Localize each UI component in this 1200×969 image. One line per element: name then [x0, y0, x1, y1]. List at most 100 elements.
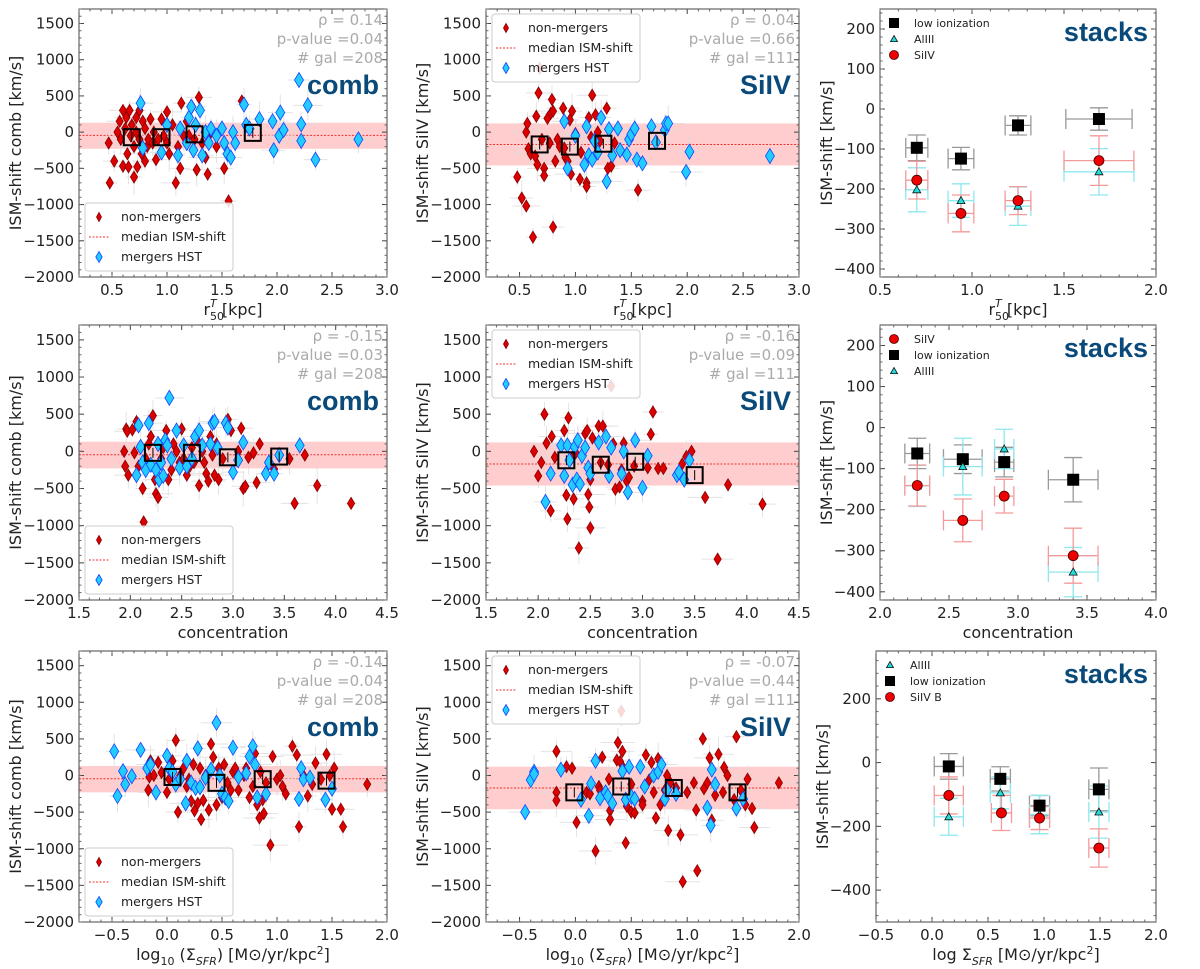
non-merger-point: [598, 750, 607, 764]
merger-point: [241, 765, 252, 782]
stack-box: [648, 131, 667, 150]
legend-non-merger-marker: [503, 664, 509, 676]
merger-point: [278, 121, 289, 139]
legend-entry: non-mergers: [121, 854, 201, 869]
legend-box: [491, 655, 641, 725]
x-tick-label: 0.5: [210, 926, 234, 944]
non-merger-point: [173, 805, 183, 819]
legend-non-merger-marker: [96, 856, 102, 868]
non-merger-point: [162, 785, 172, 800]
merger-point: [593, 434, 604, 451]
y-tick-label: 500: [452, 405, 481, 423]
merger-point: [629, 790, 640, 808]
x-ticks: −0.5 0.0 0.5 1.0 1.5 2.0: [485, 651, 811, 944]
x-tick-label: −0.5: [94, 926, 130, 944]
y-tick-label: 0: [471, 123, 481, 141]
non-merger-point: [651, 811, 660, 825]
non-merger-point: [151, 152, 161, 167]
merger-point: [586, 775, 597, 792]
axes-frame: [879, 8, 1157, 278]
plot-area: [486, 695, 799, 891]
non-merger-point: [618, 744, 627, 759]
x-axis-label: r50T [kpc]: [988, 297, 1047, 323]
legend-merger-marker: [502, 377, 510, 391]
x-ticks: 0.5 1.0 1.5 2.0 2.5 3.0: [78, 9, 399, 299]
stack-box: [207, 773, 226, 792]
stack-box: [591, 455, 610, 474]
x-tick-label: −0.5: [501, 926, 537, 944]
merger-point: [579, 156, 590, 174]
y-tick-label: 1500: [443, 14, 481, 32]
non-merger-point: [197, 812, 206, 827]
non-merger-point: [588, 431, 597, 445]
x-ticks: 0.5 1.0 1.5 2.0: [868, 9, 1168, 299]
y-tick-label: 1000: [36, 51, 74, 69]
non-merger-point: [630, 806, 639, 820]
x-tick-label: 0.0: [563, 926, 587, 944]
merger-point: [158, 467, 169, 485]
legend-low-ionization-marker: [889, 350, 899, 360]
legend-box: [84, 525, 234, 595]
merger-point: [624, 758, 635, 776]
merger-points: [540, 428, 695, 511]
legend: non-mergers median ISM-shift mergers HST: [491, 655, 641, 725]
merger-point: [731, 800, 742, 817]
stat-text: ρ = -0.07: [725, 653, 795, 671]
x-tick-label: 2.5: [731, 281, 755, 299]
panel-tag: SiIV: [740, 70, 791, 100]
merger-point: [143, 414, 154, 432]
stack-box: [685, 466, 704, 485]
non-merger-point: [244, 450, 253, 465]
x-tick-label: 0.0: [920, 926, 944, 944]
legend-merger-marker: [95, 573, 103, 587]
merger-points: [520, 752, 749, 834]
panel-p4: 1.5 2.0 2.5 3.0 3.5 4.0 4.5 −2000 −1500 −1000 −500…: [6, 324, 399, 642]
non-merger-point: [758, 497, 767, 511]
x-label-sub: 10: [160, 955, 174, 968]
low-ionization-point: [1092, 783, 1105, 796]
non-merger-point: [144, 783, 153, 797]
silv-point: [1067, 550, 1079, 562]
y-tick-label: 0: [471, 442, 481, 460]
x-label-sfr: SFR: [972, 955, 993, 968]
merger-point: [254, 110, 265, 128]
merger-point: [186, 98, 197, 116]
x-label-main: r: [203, 300, 210, 319]
merger-point: [529, 765, 540, 783]
x-label-main: r: [613, 300, 620, 319]
stack-box: [270, 447, 289, 466]
aliii-point: [956, 195, 966, 205]
series-silv-markers: [911, 155, 1105, 219]
non-merger-point: [718, 785, 728, 800]
x-axis-label: r50T [kpc]: [613, 297, 672, 323]
panel-tag: stacks: [1064, 659, 1148, 689]
non-merger-point: [591, 107, 600, 122]
y-tick-label: −1000: [23, 840, 74, 858]
y-axis-label: ISM-shift comb [km/s]: [6, 56, 25, 231]
y-ticks: −2000 −1500 −1000 −500 0 500 1000 1500: [23, 324, 387, 609]
non-merger-point: [534, 86, 543, 100]
y-tick-label: −200: [834, 501, 875, 519]
y-axis-label: ISM-shift SiIV [km/s]: [413, 706, 432, 867]
legend: non-mergers median ISM-shift mergers HST: [491, 329, 641, 399]
y-tick-label: 1000: [36, 368, 74, 386]
y-tick-label: 500: [452, 87, 481, 105]
non-merger-point: [750, 820, 759, 835]
x-label-rest: [kpc]: [626, 300, 672, 319]
merger-point: [559, 467, 570, 485]
merger-point: [294, 437, 305, 454]
series-silv-markers: [943, 790, 1105, 854]
non-merger-point: [195, 478, 204, 493]
merger-point: [217, 120, 227, 137]
non-merger-point: [560, 423, 569, 438]
y-tick-label: 500: [45, 730, 74, 748]
non-merger-point: [588, 88, 597, 102]
x-label-sub: 50: [995, 310, 1009, 323]
y-tick-label: −1500: [430, 232, 481, 250]
series-low_ion-errors: [933, 753, 1110, 817]
low-ionization-point: [956, 453, 969, 466]
silv-point: [911, 480, 923, 491]
y-tick-label: −2000: [430, 591, 481, 609]
y-tick-label: −1000: [23, 196, 74, 214]
y-tick-label: 100: [846, 60, 875, 78]
